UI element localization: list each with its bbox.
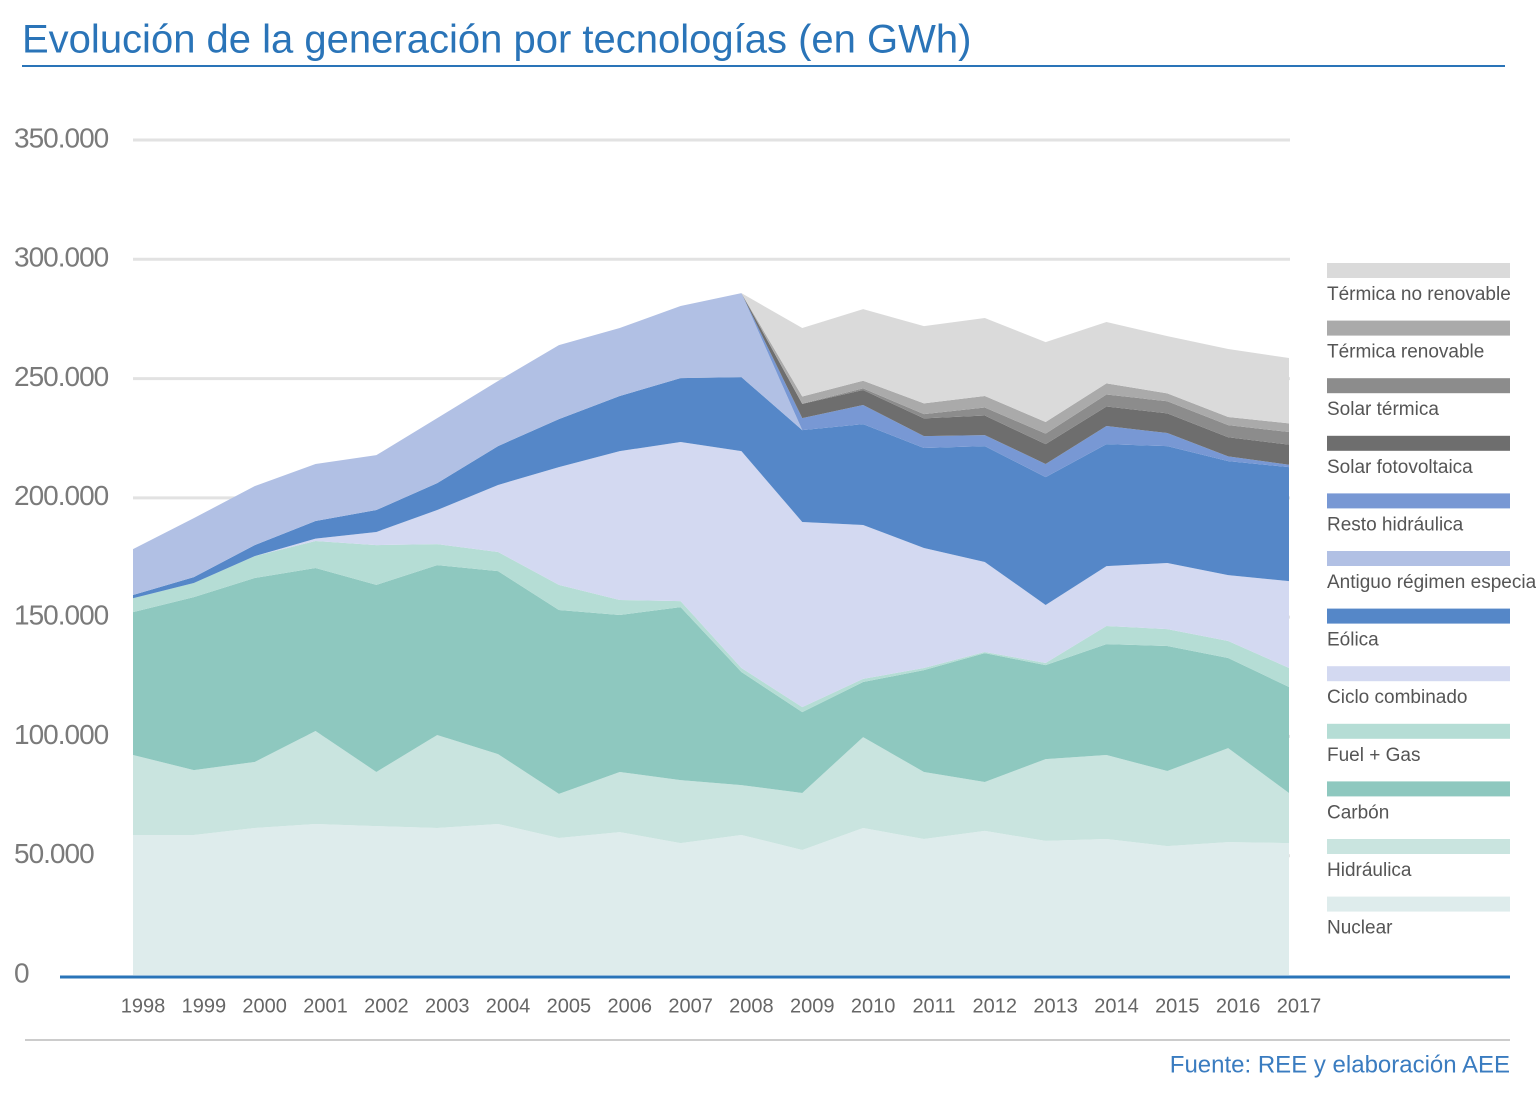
y-tick-label: 350.000 [14, 122, 109, 153]
legend-label: Resto hidráulica [1327, 514, 1464, 535]
chart-title: Evolución de la generación por tecnologí… [22, 18, 971, 62]
x-tick-label: 1998 [121, 995, 166, 1017]
area [133, 293, 1289, 550]
legend-label: Fuel + Gas [1327, 745, 1420, 766]
legend-label: Solar fotovoltaica [1327, 457, 1473, 478]
legend-swatch [1327, 723, 1510, 739]
y-tick-label: 250.000 [14, 361, 109, 392]
legend-swatch [1327, 263, 1510, 278]
legend-swatch [1327, 896, 1510, 912]
legend-label: Térmica no renovable [1327, 284, 1511, 305]
legend-swatch [1327, 378, 1510, 394]
legend-label: Antiguo régimen especial [1327, 572, 1536, 593]
legend-swatch [1327, 608, 1510, 624]
area [133, 377, 1289, 605]
legend-label: Ciclo combinado [1327, 687, 1467, 708]
x-tick-label: 1999 [182, 995, 227, 1017]
legend-swatch [1327, 781, 1510, 797]
y-tick-label: 50.000 [14, 838, 94, 869]
y-tick-label: 300.000 [14, 242, 109, 273]
x-tick-label: 2010 [851, 995, 896, 1017]
area [133, 823, 1289, 975]
legend-label: Carbón [1327, 802, 1389, 823]
legend-label: Eólica [1327, 630, 1379, 651]
x-tick-label: 2013 [1033, 995, 1078, 1017]
legend-swatch [1327, 666, 1510, 682]
area [133, 565, 1289, 794]
x-tick-label: 2012 [973, 995, 1018, 1017]
legend-swatch [1327, 839, 1510, 854]
x-tick-label: 2003 [425, 995, 470, 1017]
areas [133, 293, 1289, 975]
x-tick-label: 2002 [364, 995, 409, 1017]
x-tick-label: 2001 [303, 995, 348, 1017]
x-tick-label: 2014 [1094, 995, 1139, 1017]
legend-swatch [1327, 493, 1510, 509]
x-tick-label: 2011 [912, 995, 955, 1017]
x-tick-label: 2006 [607, 995, 652, 1017]
legend-label: Térmica renovable [1327, 342, 1484, 363]
x-tick-label: 2000 [242, 995, 287, 1017]
x-tick-label: 2008 [729, 995, 774, 1017]
x-tick-label: 2017 [1277, 995, 1322, 1017]
x-tick-label: 2015 [1155, 995, 1200, 1017]
y-tick-label: 200.000 [14, 480, 109, 511]
y-tick-label: 0 [14, 957, 29, 988]
x-tick-label: 2016 [1216, 995, 1261, 1017]
legend-swatch [1327, 551, 1510, 566]
legend-label: Nuclear [1327, 918, 1393, 939]
x-tick-label: 2004 [486, 995, 531, 1017]
x-tick-label: 2009 [790, 995, 835, 1017]
legend-label: Solar térmica [1327, 399, 1439, 420]
area [133, 293, 1289, 550]
source: Fuente: REE y elaboración AEE [1170, 1051, 1510, 1078]
area [133, 293, 1289, 595]
legend-swatch [1327, 435, 1510, 451]
x-tick-label: 2007 [668, 995, 713, 1017]
legend-label: Hidráulica [1327, 860, 1412, 881]
legend-swatch [1327, 320, 1510, 336]
area [133, 442, 1289, 708]
y-tick-label: 150.000 [14, 600, 109, 631]
x-tick-label: 2005 [547, 995, 592, 1017]
y-tick-label: 100.000 [14, 719, 109, 750]
area [133, 730, 1289, 850]
